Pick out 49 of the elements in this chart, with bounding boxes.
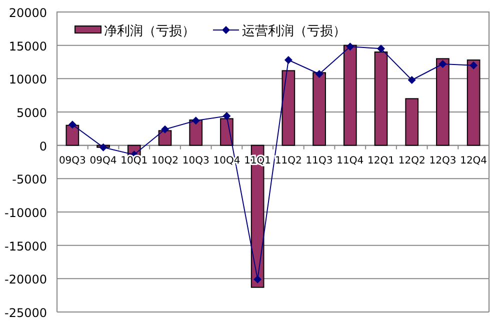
legend-label: 运营利润（亏损） bbox=[242, 24, 346, 39]
legend-label: 净利润（亏损） bbox=[104, 24, 195, 39]
y-tick-label: -15000 bbox=[4, 239, 47, 254]
x-tick-label: 09Q3 bbox=[58, 155, 86, 166]
bar bbox=[189, 120, 203, 146]
point bbox=[192, 116, 200, 125]
point bbox=[99, 143, 108, 152]
x-tick-label: 11Q4 bbox=[336, 155, 364, 166]
y-tick-label: 20000 bbox=[8, 6, 47, 20]
x-tick-label: 12Q1 bbox=[368, 155, 394, 166]
y-tick-label: -20000 bbox=[4, 272, 47, 287]
y-tick-label: 0 bbox=[39, 139, 47, 154]
point bbox=[254, 275, 262, 284]
y-tick-label: 5000 bbox=[16, 106, 47, 120]
point bbox=[222, 112, 231, 120]
y-tick-label: 15000 bbox=[8, 39, 47, 54]
x-tick-label: 10Q2 bbox=[152, 155, 178, 166]
point bbox=[284, 56, 292, 64]
point bbox=[408, 76, 416, 84]
y-tick-label: -5000 bbox=[12, 172, 47, 187]
x-tick-label: 11Q1 bbox=[244, 155, 272, 166]
bar bbox=[405, 98, 419, 146]
point bbox=[68, 120, 76, 129]
y-tick-label: 10000 bbox=[8, 72, 47, 87]
bar bbox=[374, 52, 388, 146]
x-tick-label: 10Q3 bbox=[182, 155, 210, 166]
x-tick-label: 12Q3 bbox=[429, 155, 456, 166]
x-tick-label: 10Q1 bbox=[120, 155, 148, 166]
bar bbox=[312, 72, 326, 146]
bar bbox=[220, 118, 234, 146]
bar bbox=[158, 130, 172, 146]
bar bbox=[436, 58, 450, 146]
y-tick-label: -25000 bbox=[4, 306, 47, 320]
point bbox=[315, 70, 324, 78]
bar bbox=[282, 70, 296, 146]
point bbox=[377, 44, 385, 53]
point bbox=[346, 42, 354, 51]
point bbox=[438, 60, 447, 68]
bar bbox=[343, 44, 357, 146]
x-tick-label: 12Q2 bbox=[398, 155, 426, 166]
y-tick-label: -10000 bbox=[4, 206, 47, 220]
bar bbox=[466, 60, 480, 146]
x-tick-label: 11Q3 bbox=[306, 155, 333, 166]
x-tick-label: 12Q4 bbox=[460, 155, 488, 166]
point bbox=[470, 61, 478, 70]
x-tick-label: 11Q2 bbox=[274, 155, 302, 166]
x-tick-label: 09Q4 bbox=[90, 155, 117, 166]
point bbox=[161, 125, 169, 134]
bar bbox=[66, 124, 80, 146]
